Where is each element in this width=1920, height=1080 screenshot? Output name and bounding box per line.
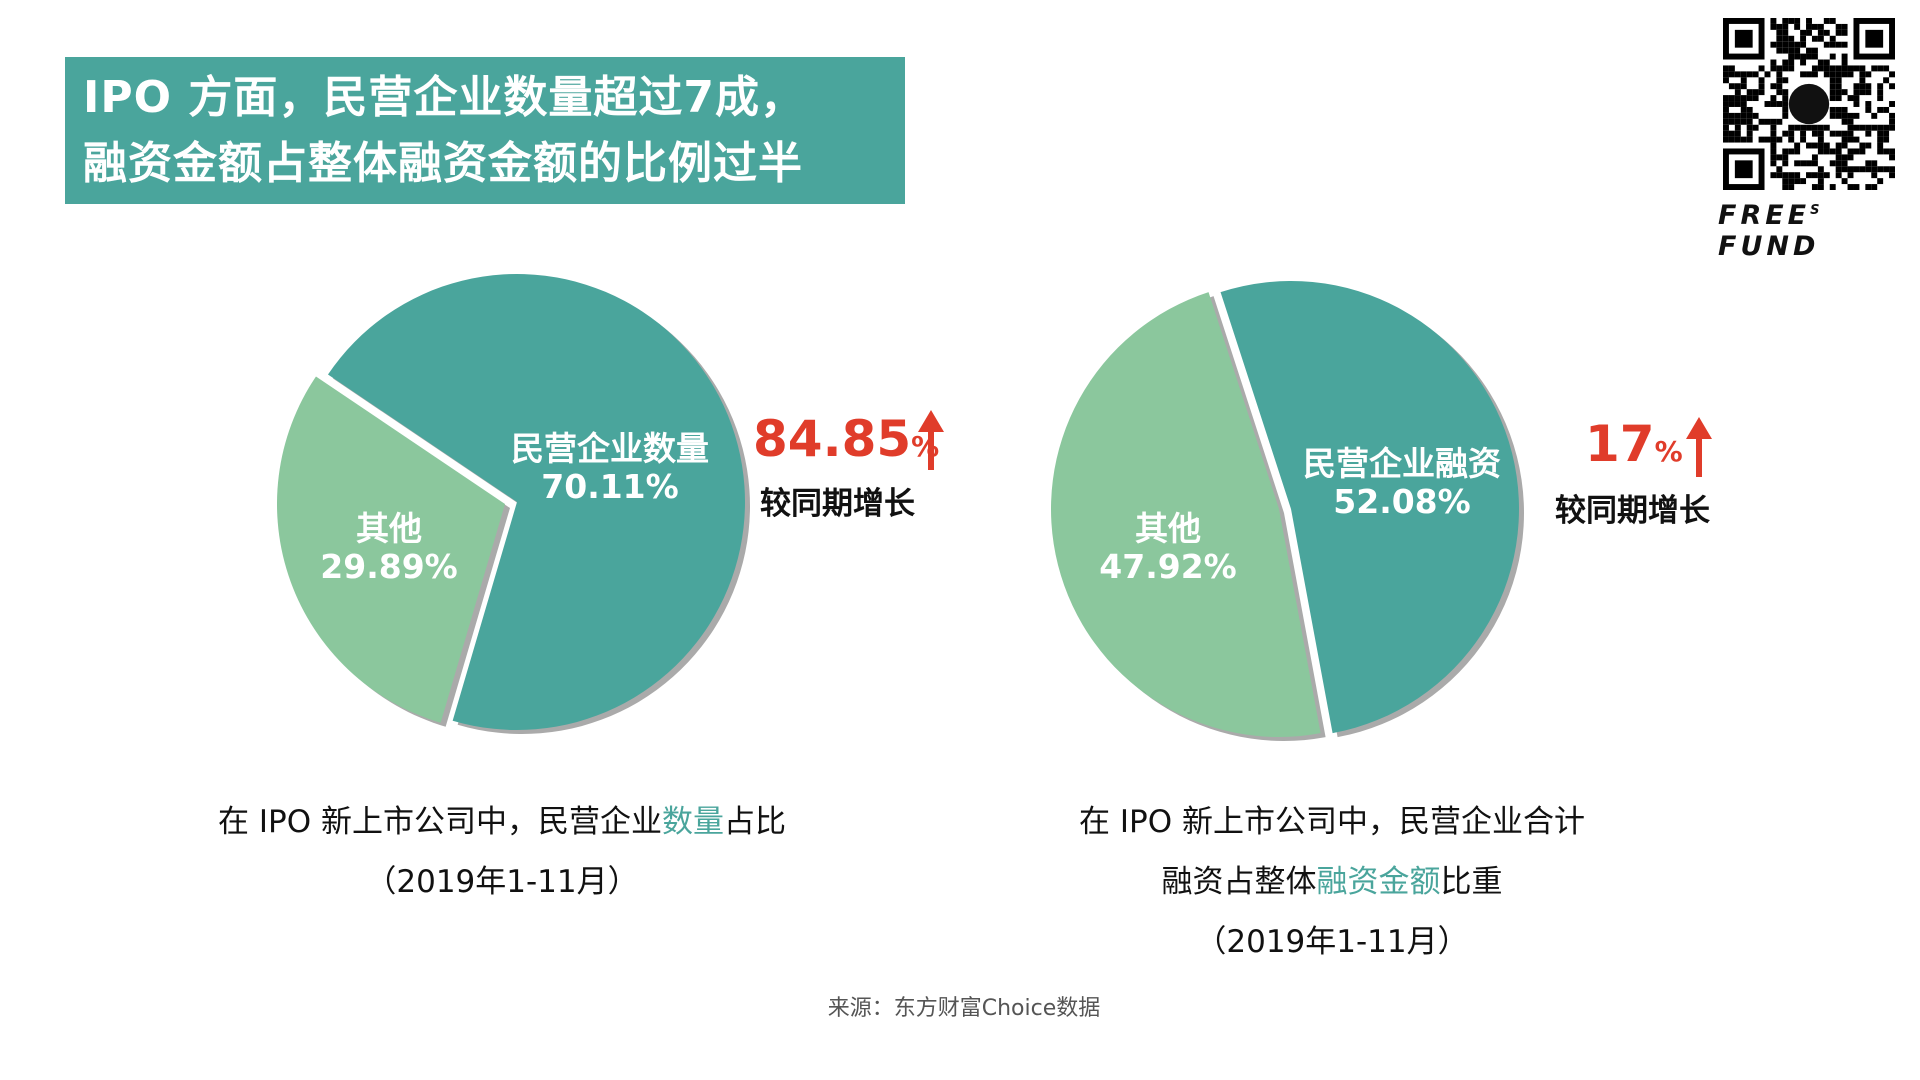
- up-arrow-icon: [918, 410, 944, 470]
- pie-slice-private: [327, 274, 745, 730]
- slice-label-private-count: 民营企业数量 70.11%: [511, 429, 709, 506]
- slice-label-private-financing: 民营企业融资 52.08%: [1303, 444, 1501, 521]
- pie-chart-financing: [1051, 280, 1524, 741]
- up-arrow-icon: [1686, 417, 1712, 477]
- title-line-1: IPO 方面，民营企业数量超过7成，: [83, 72, 805, 123]
- growth-label-count: 较同期增长: [760, 486, 915, 522]
- pie-chart-count: [276, 274, 750, 734]
- brand-logo: FREES FUND: [1718, 200, 1824, 262]
- caption-financing: 在 IPO 新上市公司中，民营企业合计 融资占整体融资金额比重 （2019年1-…: [1079, 804, 1585, 960]
- title-line-2: 融资金额占整体融资金额的比例过半: [83, 138, 803, 189]
- slice-label-other-financing: 其他 47.92%: [1099, 509, 1237, 586]
- growth-label-financing: 较同期增长: [1555, 493, 1710, 529]
- title-banner: IPO 方面，民营企业数量超过7成， 融资金额占整体融资金额的比例过半: [65, 57, 905, 204]
- pie-slice-other: [276, 376, 505, 723]
- pie-slice-private: [1220, 280, 1519, 734]
- slice-label-other-count: 其他 29.89%: [320, 509, 458, 586]
- caption-count: 在 IPO 新上市公司中，民营企业数量占比 （2019年1-11月）: [218, 804, 786, 900]
- pie-slice-other: [1051, 292, 1321, 737]
- growth-value-count: 84.85%: [753, 410, 940, 468]
- qr-code-icon: [1723, 18, 1895, 190]
- source-note: 来源：东方财富Choice数据: [827, 996, 1101, 1021]
- growth-value-financing: 17%: [1585, 415, 1683, 473]
